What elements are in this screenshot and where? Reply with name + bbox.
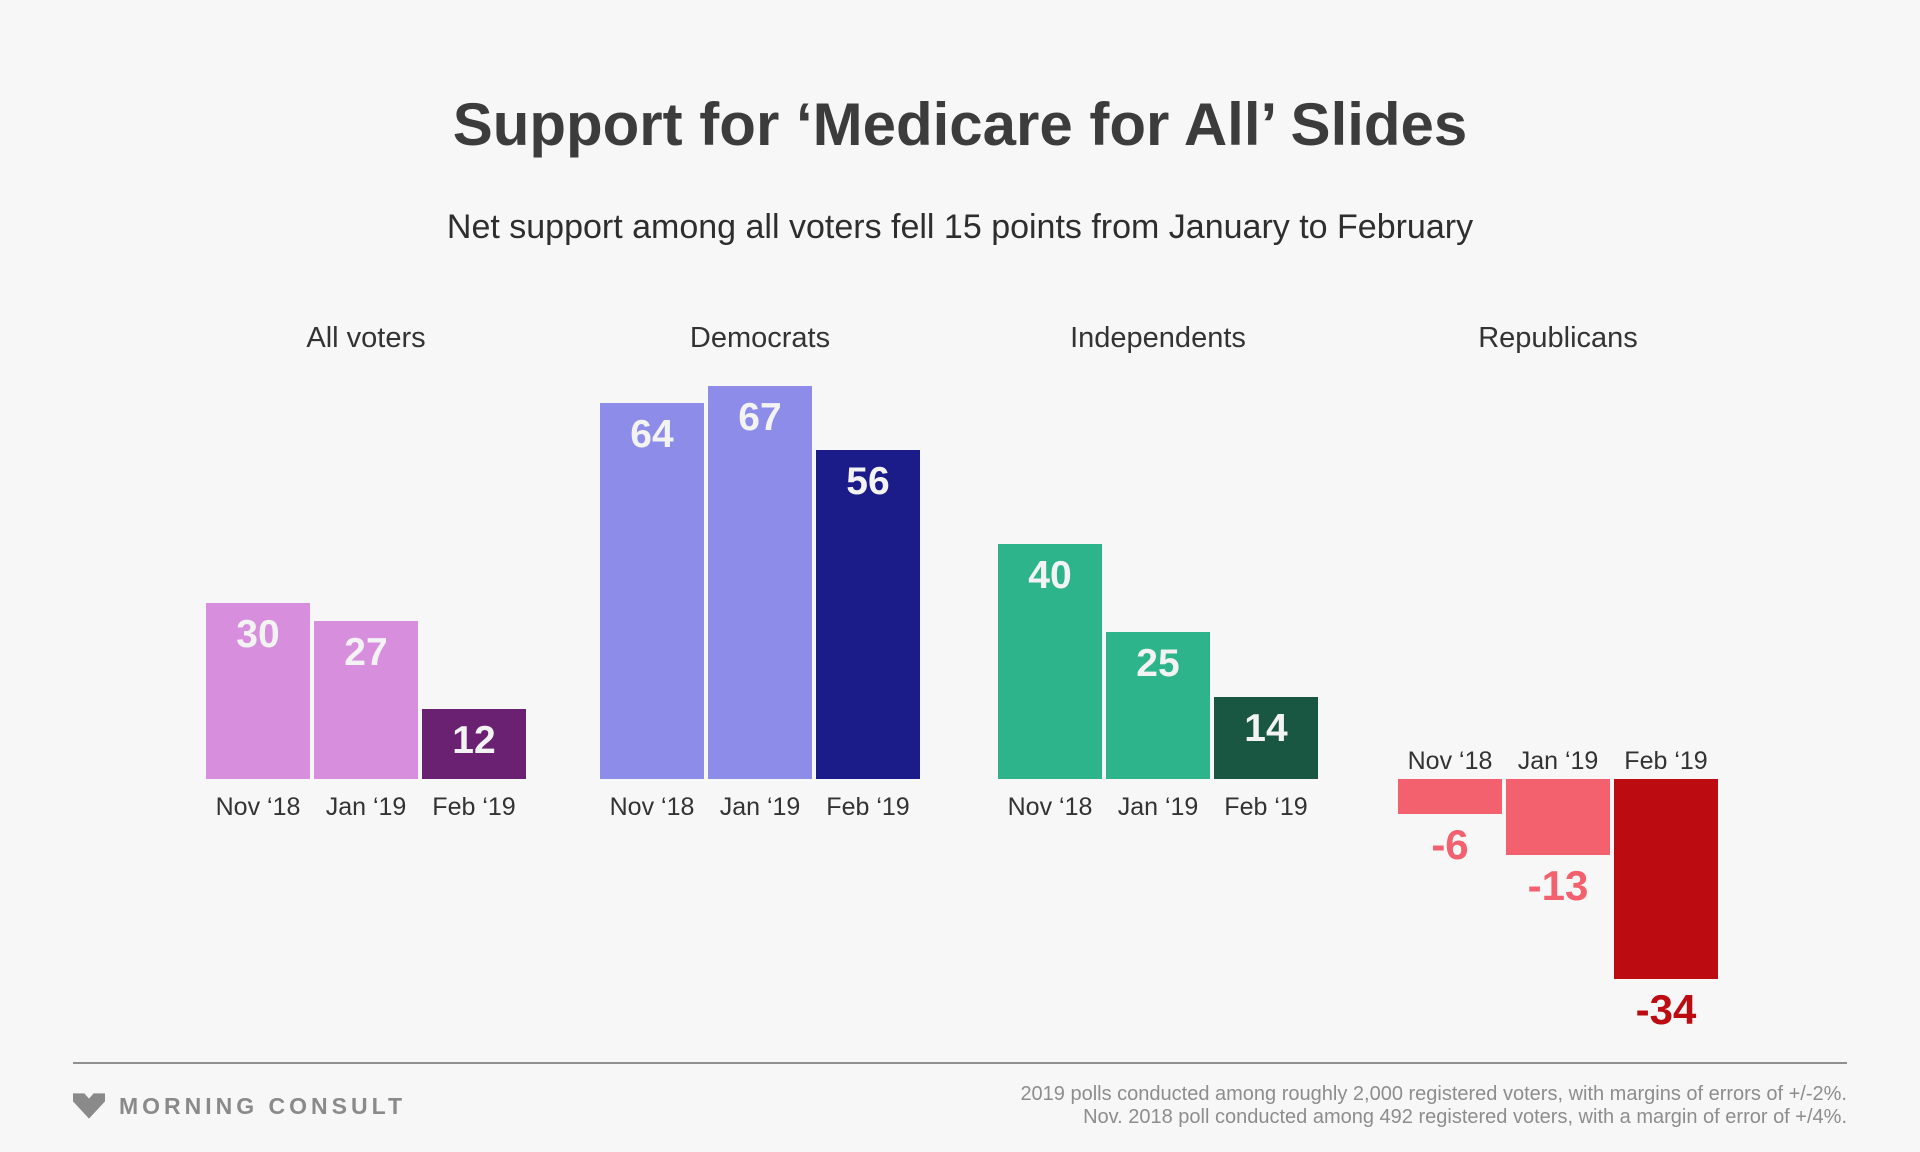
- bar-group-democrats: Democrats 64 Nov ‘18 67 Jan ‘19 56 Feb ‘19: [600, 260, 920, 1040]
- bar-value-label: 14: [1244, 707, 1288, 750]
- chart-subtitle: Net support among all voters fell 15 poi…: [446, 208, 1474, 246]
- x-tick-label: Feb ‘19: [1624, 747, 1708, 775]
- bar: 64: [600, 403, 704, 779]
- brand-name: MORNING CONSULT: [119, 1092, 407, 1119]
- source-note: 2019 polls conducted among roughly 2,000…: [1020, 1083, 1847, 1129]
- x-tick-label: Feb ‘19: [432, 793, 516, 821]
- bar-value-label: -6: [1431, 821, 1469, 868]
- bar: 67: [708, 386, 812, 779]
- brand-logo: MORNING CONSULT: [73, 1092, 406, 1120]
- x-tick-label: Nov ‘18: [215, 793, 301, 821]
- chart-title: Support for ‘Medicare for All’ Slides: [452, 91, 1468, 158]
- x-tick-label: Nov ‘18: [1407, 747, 1493, 775]
- group-label: Republicans: [1478, 322, 1638, 354]
- source-line-1: 2019 polls conducted among roughly 2,000…: [1020, 1083, 1847, 1105]
- bar-value-label: 12: [452, 719, 496, 762]
- bar-value-label: 25: [1136, 642, 1180, 685]
- group-label: Democrats: [689, 322, 831, 354]
- x-tick-label: Jan ‘19: [1117, 793, 1199, 821]
- footer-divider: [73, 1062, 1847, 1064]
- bar-group-republicans: Republicans -6 Nov ‘18 -13 Jan ‘19 -34 Feb ‘19: [1398, 260, 1718, 1040]
- bar: 25: [1106, 632, 1210, 779]
- bar-value-label: 56: [846, 460, 890, 503]
- bar-group-all-voters: All voters 30 Nov ‘18 27 Jan ‘19 12 Feb ‘19: [206, 260, 526, 1040]
- bar: [1398, 779, 1502, 814]
- x-tick-label: Nov ‘18: [609, 793, 695, 821]
- bar-chart: All voters 30 Nov ‘18 27 Jan ‘19 12 Feb ‘19 Dem…: [0, 260, 1920, 1040]
- x-tick-label: Jan ‘19: [325, 793, 407, 821]
- group-label: All voters: [306, 322, 426, 354]
- bar-value-label: 30: [236, 613, 280, 656]
- bar-value-label: 27: [344, 631, 388, 674]
- bar: [1506, 779, 1610, 855]
- bar-value-label: -34: [1635, 986, 1697, 1033]
- bar: [1614, 779, 1718, 979]
- bar-value-label: -13: [1527, 862, 1589, 909]
- x-tick-label: Feb ‘19: [1224, 793, 1308, 821]
- bar: 56: [816, 450, 920, 779]
- bar-value-label: 40: [1028, 554, 1072, 597]
- morning-consult-logo-icon: [73, 1093, 105, 1120]
- x-tick-label: Feb ‘19: [826, 793, 910, 821]
- x-tick-label: Jan ‘19: [719, 793, 801, 821]
- bar: 27: [314, 621, 418, 779]
- bar: 12: [422, 709, 526, 779]
- bar-group-independents: Independents 40 Nov ‘18 25 Jan ‘19 14 Feb ‘19: [998, 260, 1318, 1040]
- bar: 40: [998, 544, 1102, 779]
- source-line-2: Nov. 2018 poll conducted among 492 regis…: [1083, 1106, 1847, 1128]
- x-tick-label: Jan ‘19: [1517, 747, 1599, 775]
- bar-value-label: 67: [738, 396, 782, 439]
- bar: 30: [206, 603, 310, 779]
- bar: 14: [1214, 697, 1318, 779]
- x-tick-label: Nov ‘18: [1007, 793, 1093, 821]
- group-label: Independents: [1070, 322, 1246, 354]
- bar-value-label: 64: [630, 413, 674, 456]
